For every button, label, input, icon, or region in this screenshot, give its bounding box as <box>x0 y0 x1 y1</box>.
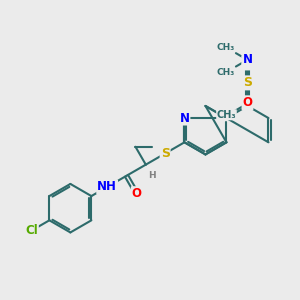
Text: S: S <box>243 76 252 89</box>
Text: N: N <box>242 53 253 66</box>
Text: O: O <box>242 56 253 70</box>
Text: N: N <box>179 112 190 124</box>
Text: O: O <box>242 96 253 109</box>
Text: O: O <box>132 187 142 200</box>
Text: CH₃: CH₃ <box>216 43 235 52</box>
Text: H: H <box>148 171 156 180</box>
Text: CH₃: CH₃ <box>216 68 235 77</box>
Text: Cl: Cl <box>25 224 38 237</box>
Text: S: S <box>160 147 169 160</box>
Text: CH₃: CH₃ <box>217 110 236 120</box>
Text: NH: NH <box>97 181 117 194</box>
